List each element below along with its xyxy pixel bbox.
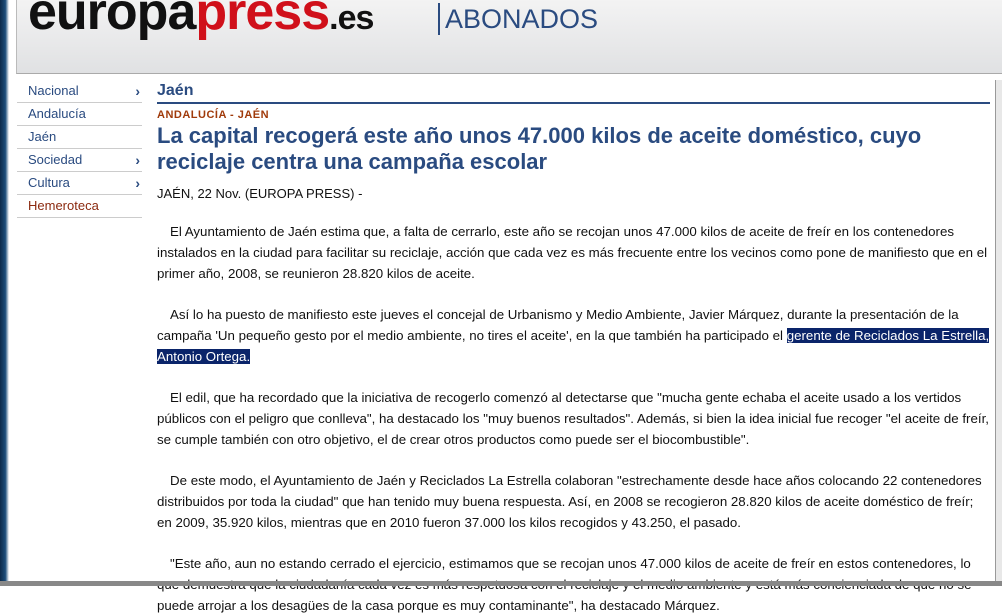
article-paragraph: De este modo, el Ayuntamiento de Jaén y … xyxy=(157,473,982,530)
sidebar-item-label: Cultura xyxy=(28,175,70,190)
sidebar-item-cultura[interactable]: Cultura › xyxy=(17,172,142,195)
chevron-right-icon: › xyxy=(135,152,140,168)
sidebar-item-label: Nacional xyxy=(28,83,79,98)
section-heading: Jaén xyxy=(157,82,990,104)
article-kicker[interactable]: ANDALUCÍA - JAÉN xyxy=(157,109,270,121)
paragraph-text: Así lo ha puesto de manifiesto este juev… xyxy=(157,307,959,343)
scrollbar[interactable] xyxy=(995,80,1002,586)
window-edge xyxy=(0,0,9,586)
logo-text-press: press xyxy=(195,0,330,41)
article-title: La capital recogerá este año unos 47.000… xyxy=(157,123,922,174)
sidebar-item-andalucia[interactable]: Andalucía xyxy=(17,103,142,126)
sidebar-item-sociedad[interactable]: Sociedad › xyxy=(17,149,142,172)
logo-text-es: .es xyxy=(329,0,374,37)
article-paragraph: El edil, que ha recordado que la iniciat… xyxy=(157,390,989,447)
article-paragraph: El Ayuntamiento de Jaén estima que, a fa… xyxy=(157,224,988,281)
sidebar-item-nacional[interactable]: Nacional › xyxy=(17,80,142,103)
sidebar-item-jaen[interactable]: Jaén xyxy=(17,126,142,149)
logo-divider xyxy=(438,3,440,35)
article-paragraph: Así lo ha puesto de manifiesto este juev… xyxy=(157,304,990,367)
chevron-right-icon: › xyxy=(135,83,140,99)
sidebar-item-label: Hemeroteca xyxy=(28,198,99,213)
europapress-logo[interactable]: europapress.es xyxy=(28,0,374,41)
sidebar-nav: Nacional › Andalucía Jaén Sociedad › Cultu… xyxy=(17,80,142,218)
sidebar-item-label: Jaén xyxy=(28,129,57,144)
sidebar-item-hemeroteca[interactable]: Hemeroteca xyxy=(17,195,142,218)
abonados-label: ABONADOS xyxy=(445,4,599,34)
sidebar-item-label: Andalucía xyxy=(28,106,86,121)
article: Jaén ANDALUCÍA - JAÉN La capital recoger… xyxy=(157,82,990,616)
logo-text-europa: europa xyxy=(28,0,196,41)
window-bottom-edge xyxy=(0,581,1002,586)
sidebar-item-label: Sociedad xyxy=(28,152,83,167)
site-header: europapress.es ABONADOS xyxy=(16,0,1002,74)
chevron-right-icon: › xyxy=(135,175,140,191)
article-dateline: JAÉN, 22 Nov. (EUROPA PRESS) - xyxy=(157,186,363,201)
